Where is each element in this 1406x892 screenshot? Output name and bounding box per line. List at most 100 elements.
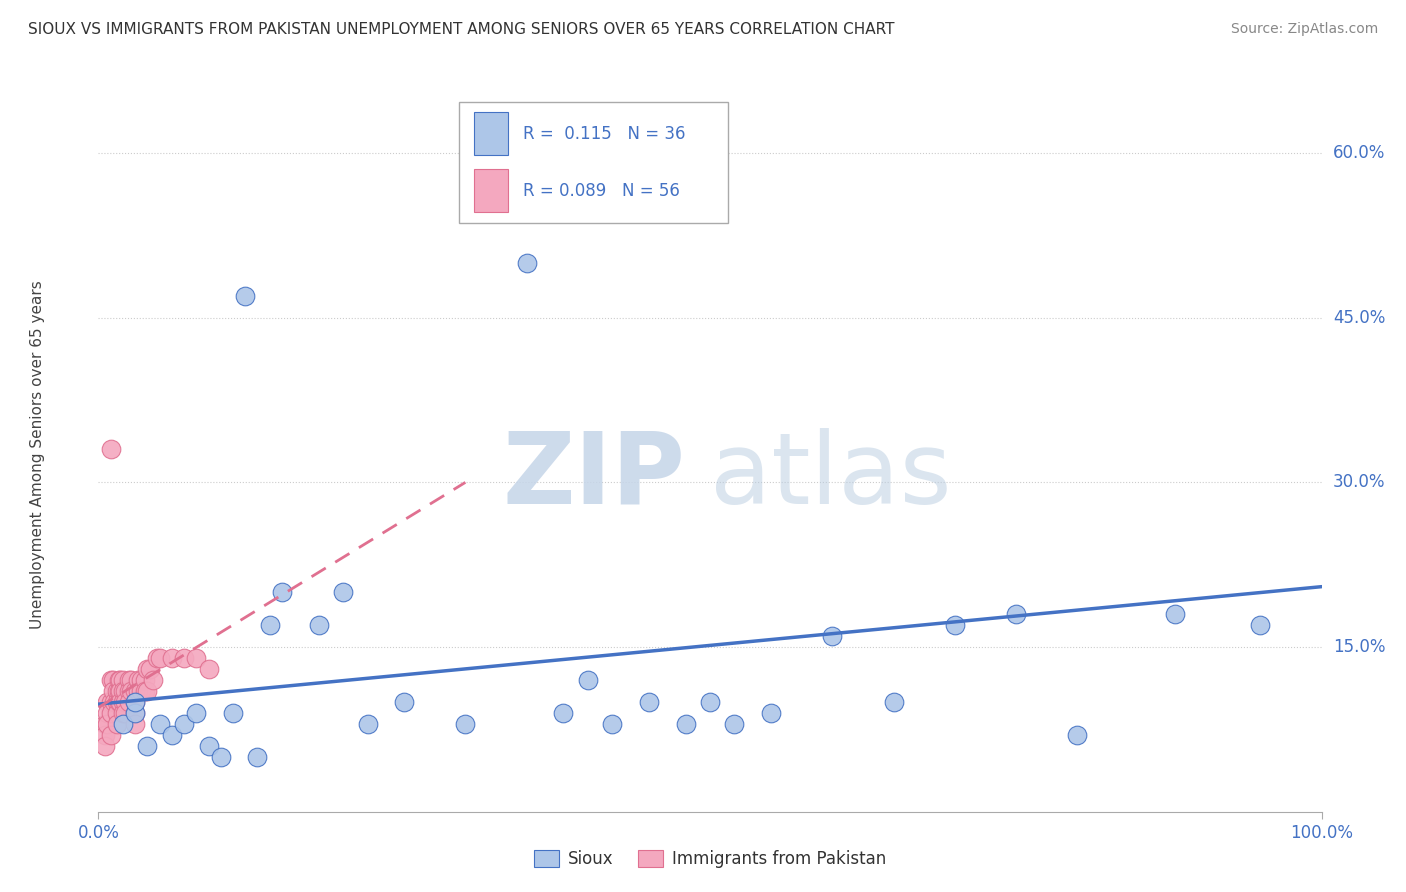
Point bbox=[186, 651, 208, 665]
Point bbox=[129, 673, 152, 687]
Point bbox=[576, 673, 599, 687]
Point bbox=[515, 256, 537, 270]
Point bbox=[136, 684, 159, 698]
Point bbox=[93, 728, 115, 742]
Point bbox=[821, 629, 844, 643]
Point bbox=[100, 706, 122, 720]
Point bbox=[1004, 607, 1026, 621]
Text: 45.0%: 45.0% bbox=[1333, 309, 1385, 326]
Point bbox=[233, 289, 256, 303]
Point bbox=[111, 706, 134, 720]
Point bbox=[100, 442, 122, 457]
Point bbox=[111, 717, 134, 731]
Point bbox=[101, 684, 124, 698]
Point bbox=[246, 749, 269, 764]
Point bbox=[103, 695, 125, 709]
Point bbox=[675, 717, 697, 731]
Point bbox=[209, 749, 232, 764]
Point bbox=[101, 673, 124, 687]
Point bbox=[553, 706, 575, 720]
Point bbox=[1164, 607, 1187, 621]
Point bbox=[160, 651, 183, 665]
Point bbox=[108, 673, 131, 687]
Point bbox=[124, 695, 146, 709]
Point bbox=[332, 585, 354, 599]
Point bbox=[124, 706, 146, 720]
Bar bbox=[474, 169, 508, 212]
Point bbox=[124, 695, 146, 709]
Point bbox=[134, 684, 156, 698]
Point bbox=[454, 717, 477, 731]
Text: R = 0.089   N = 56: R = 0.089 N = 56 bbox=[523, 182, 679, 200]
Point bbox=[111, 673, 134, 687]
Point bbox=[100, 695, 122, 709]
Point bbox=[124, 706, 146, 720]
Point bbox=[120, 684, 142, 698]
Point bbox=[149, 651, 172, 665]
Point bbox=[96, 695, 118, 709]
Point bbox=[699, 695, 721, 709]
Point bbox=[105, 717, 128, 731]
Point bbox=[356, 717, 378, 731]
Point bbox=[96, 717, 118, 731]
Legend: Sioux, Immigrants from Pakistan: Sioux, Immigrants from Pakistan bbox=[527, 843, 893, 875]
Point bbox=[259, 618, 281, 632]
Point bbox=[723, 717, 745, 731]
Point bbox=[761, 706, 783, 720]
Point bbox=[392, 695, 416, 709]
Point bbox=[93, 717, 115, 731]
Point bbox=[136, 739, 159, 753]
Point bbox=[108, 695, 131, 709]
Point bbox=[93, 739, 115, 753]
Point bbox=[600, 717, 623, 731]
Point bbox=[146, 651, 169, 665]
Point bbox=[1249, 618, 1271, 632]
Text: 15.0%: 15.0% bbox=[1333, 638, 1385, 656]
Point bbox=[120, 673, 142, 687]
Point bbox=[96, 706, 118, 720]
Point bbox=[149, 717, 172, 731]
Point bbox=[308, 618, 330, 632]
Point bbox=[105, 706, 128, 720]
Point bbox=[136, 662, 159, 676]
Point bbox=[124, 684, 146, 698]
Point bbox=[142, 673, 165, 687]
Point bbox=[114, 684, 136, 698]
Point bbox=[197, 662, 219, 676]
Point bbox=[114, 706, 136, 720]
Point bbox=[118, 673, 141, 687]
Point bbox=[110, 673, 132, 687]
Point bbox=[943, 618, 966, 632]
Point bbox=[160, 728, 183, 742]
Point bbox=[1066, 728, 1088, 742]
Point bbox=[134, 673, 156, 687]
Point bbox=[118, 695, 141, 709]
Point bbox=[124, 717, 146, 731]
Text: 30.0%: 30.0% bbox=[1333, 474, 1385, 491]
FancyBboxPatch shape bbox=[460, 102, 728, 223]
Point bbox=[139, 662, 162, 676]
Text: ZIP: ZIP bbox=[503, 428, 686, 524]
Text: 60.0%: 60.0% bbox=[1333, 144, 1385, 162]
Point bbox=[270, 585, 294, 599]
Point bbox=[100, 728, 122, 742]
Point bbox=[110, 695, 132, 709]
Point bbox=[186, 706, 208, 720]
Point bbox=[105, 684, 128, 698]
Point bbox=[108, 684, 131, 698]
Text: atlas: atlas bbox=[710, 428, 952, 524]
Point bbox=[637, 695, 661, 709]
Text: Source: ZipAtlas.com: Source: ZipAtlas.com bbox=[1230, 22, 1378, 37]
Point bbox=[111, 684, 134, 698]
Point bbox=[883, 695, 905, 709]
Point bbox=[127, 673, 149, 687]
Point bbox=[129, 684, 152, 698]
Bar bbox=[474, 112, 508, 155]
Point bbox=[222, 706, 245, 720]
Point bbox=[173, 717, 195, 731]
Point bbox=[105, 695, 128, 709]
Point bbox=[197, 739, 219, 753]
Point bbox=[100, 673, 122, 687]
Point bbox=[111, 695, 134, 709]
Point bbox=[114, 695, 136, 709]
